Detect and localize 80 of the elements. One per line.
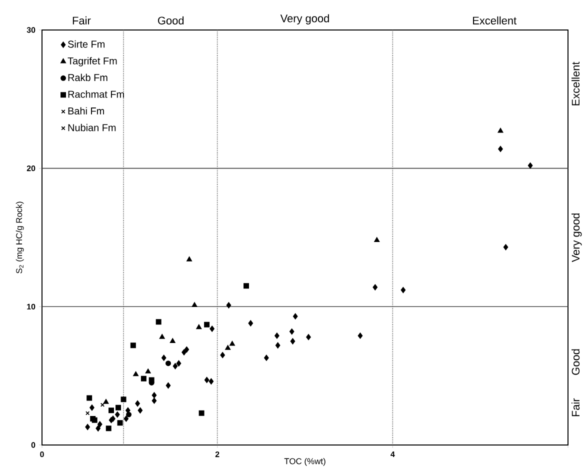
point bbox=[192, 302, 198, 307]
point bbox=[108, 408, 114, 414]
text: Fair bbox=[572, 398, 580, 416]
point bbox=[126, 412, 132, 418]
point bbox=[196, 324, 202, 330]
point bbox=[182, 349, 186, 356]
point bbox=[159, 334, 165, 339]
point bbox=[226, 302, 232, 308]
point bbox=[117, 420, 123, 426]
point bbox=[498, 128, 504, 133]
point bbox=[275, 342, 280, 348]
point bbox=[166, 360, 171, 366]
text: Excellent bbox=[572, 62, 580, 106]
point bbox=[86, 395, 92, 401]
point bbox=[372, 284, 378, 290]
point bbox=[115, 411, 120, 418]
point bbox=[186, 256, 192, 262]
legend-label: Rachmat Fm bbox=[68, 90, 124, 98]
point bbox=[264, 354, 269, 361]
point bbox=[528, 162, 533, 169]
point bbox=[290, 338, 296, 344]
point bbox=[170, 338, 176, 343]
point bbox=[198, 410, 204, 416]
point bbox=[204, 322, 210, 328]
point bbox=[358, 332, 363, 339]
point bbox=[503, 244, 508, 250]
point bbox=[106, 426, 112, 432]
point bbox=[289, 328, 294, 335]
point bbox=[103, 398, 109, 404]
point bbox=[96, 425, 101, 432]
point bbox=[161, 354, 166, 361]
point bbox=[400, 286, 406, 294]
point bbox=[306, 334, 311, 340]
point bbox=[498, 146, 503, 152]
text: Very good bbox=[572, 213, 582, 262]
point bbox=[124, 416, 129, 422]
point bbox=[140, 376, 146, 382]
point bbox=[100, 402, 105, 407]
point bbox=[172, 363, 178, 370]
point bbox=[90, 404, 94, 411]
legend-label: Bahi Fm bbox=[68, 107, 104, 114]
point bbox=[138, 407, 143, 414]
point bbox=[176, 360, 182, 366]
point bbox=[135, 400, 140, 406]
point bbox=[85, 424, 90, 430]
point bbox=[130, 342, 136, 348]
text: Good bbox=[572, 349, 580, 375]
point bbox=[97, 421, 102, 428]
y-axis-title: S$_{2}$ (mg HC/g Rock) bbox=[16, 202, 24, 274]
point bbox=[156, 319, 162, 325]
point bbox=[230, 340, 235, 346]
legend-label: Rakb Fm bbox=[68, 74, 108, 82]
point bbox=[220, 352, 225, 358]
point bbox=[274, 332, 280, 339]
text: Very good bbox=[280, 14, 329, 24]
point bbox=[208, 378, 214, 384]
legend-label: Tagrifet Fm bbox=[68, 57, 117, 66]
point bbox=[152, 398, 157, 404]
point bbox=[244, 283, 250, 289]
point bbox=[116, 404, 122, 410]
point bbox=[120, 396, 126, 402]
point bbox=[133, 371, 138, 376]
point bbox=[225, 345, 231, 350]
point bbox=[166, 382, 171, 388]
point bbox=[184, 346, 190, 352]
x-axis-title: TOC (%wt) bbox=[284, 458, 326, 466]
point bbox=[204, 376, 210, 383]
legend-label: Nubian Fm bbox=[68, 124, 116, 132]
point bbox=[292, 313, 298, 320]
text: Good bbox=[158, 16, 184, 24]
text: Fair bbox=[72, 16, 91, 24]
point bbox=[152, 392, 157, 398]
point bbox=[86, 411, 90, 416]
point bbox=[374, 237, 380, 242]
point bbox=[145, 368, 151, 374]
point bbox=[148, 377, 154, 383]
point bbox=[210, 326, 214, 332]
text: Excellent bbox=[473, 16, 517, 24]
point bbox=[248, 320, 254, 326]
legend-label: Sirte Fm bbox=[68, 40, 105, 48]
